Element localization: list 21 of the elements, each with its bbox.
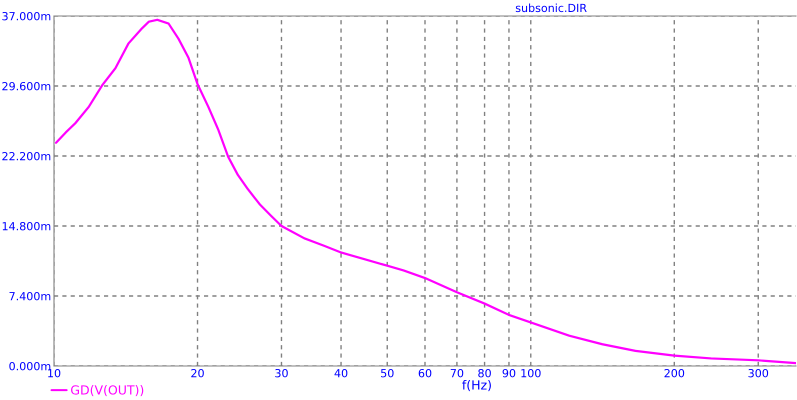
x-tick-label: 200 — [664, 368, 684, 378]
y-tick-label: 37.000m — [2, 12, 50, 20]
y-tick-label: 22.200m — [2, 152, 50, 160]
x-tick-label: 300 — [748, 368, 768, 378]
y-tick-label: 7.400m — [10, 292, 50, 300]
x-tick-label: 40 — [334, 368, 348, 378]
x-tick-label: 100 — [521, 368, 541, 378]
x-tick-label: 20 — [191, 368, 204, 378]
x-tick-label: 50 — [381, 368, 394, 378]
x-tick-label: 80 — [478, 368, 491, 378]
y-tick-label: 0.000m — [9, 362, 50, 370]
y-tick-label: 29.600m — [2, 82, 50, 90]
x-axis-title: f(Hz) — [462, 380, 491, 392]
y-tick-label: 14.800m — [2, 222, 50, 230]
x-tick-label: 90 — [502, 368, 516, 378]
x-tick-label: 10 — [48, 368, 60, 378]
x-tick-label: 30 — [275, 368, 288, 378]
legend-label: GD(V(OUT)) — [71, 385, 144, 396]
x-tick-label: 70 — [450, 368, 464, 378]
text: subsonic.DIR — [516, 3, 587, 12]
x-tick-label: 60 — [418, 368, 432, 378]
